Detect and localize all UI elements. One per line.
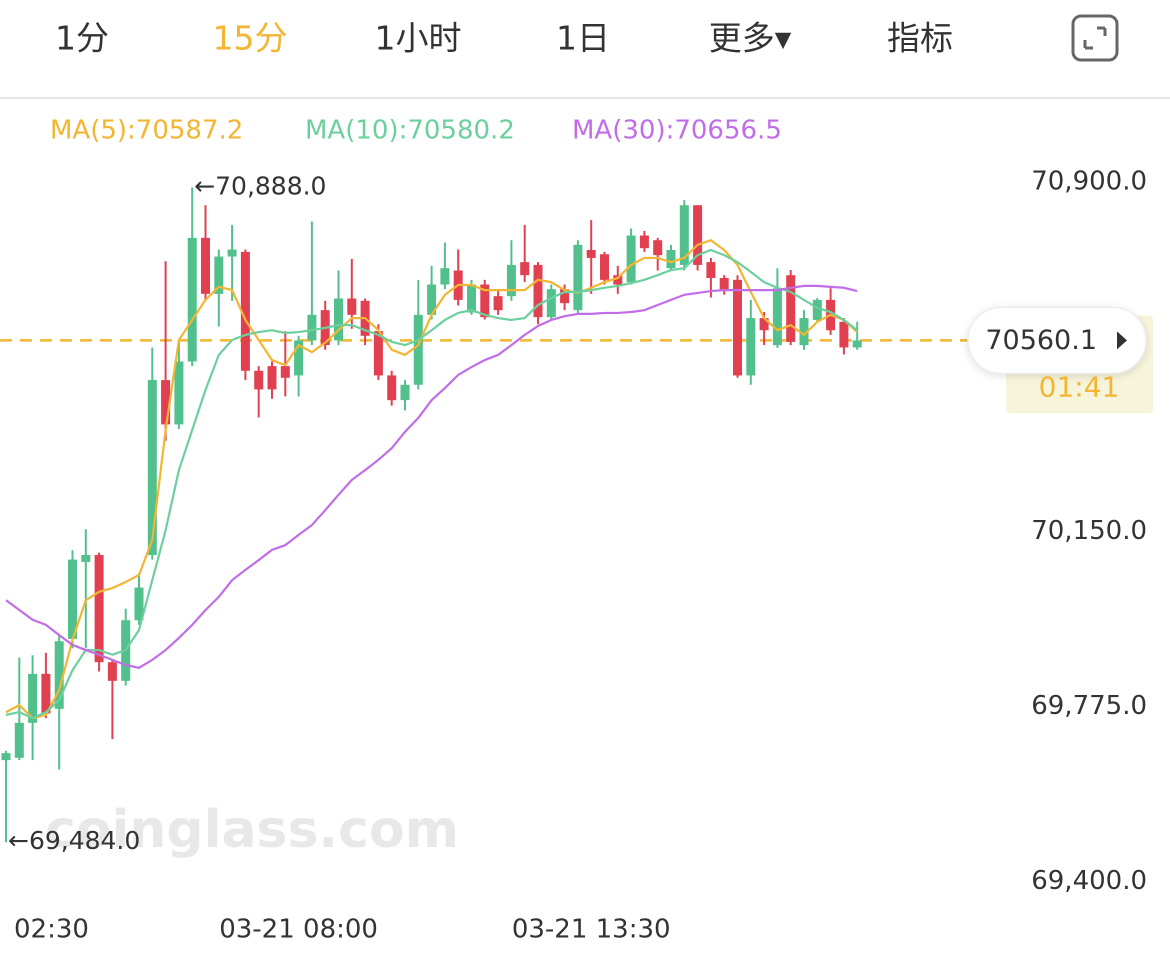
candle-body: [147, 380, 157, 555]
candle-body: [600, 254, 609, 280]
price-arrow: [1117, 331, 1127, 350]
candle-body: [613, 275, 623, 285]
candle-body: [187, 237, 197, 362]
candle-body: [653, 240, 663, 256]
tab[interactable]: 15分: [213, 19, 288, 58]
candle-body: [520, 262, 530, 276]
candle-body: [161, 380, 171, 425]
expand-frame: [1071, 14, 1119, 62]
legend-entry: MA(10):70580.2: [305, 116, 515, 146]
candle-body: [546, 289, 556, 318]
high-marker: ←70,888.0: [194, 172, 326, 201]
candle-body: [280, 366, 290, 378]
candle-body: [413, 314, 423, 385]
ma-line: [5, 284, 858, 669]
candle-body: [214, 256, 224, 294]
candle-body: [560, 289, 570, 304]
candle-body: [573, 244, 583, 311]
candle-body: [54, 641, 64, 709]
candle-body: [14, 722, 24, 758]
candle-body: [839, 321, 849, 348]
candle-body: [254, 370, 264, 390]
candle-body: [294, 340, 304, 376]
candle-body: [533, 264, 543, 318]
candle-body: [400, 384, 410, 401]
candle-body: [493, 296, 503, 311]
price-pill: [967, 306, 1147, 375]
candle-body: [28, 673, 38, 723]
countdown: 01:41: [1039, 370, 1120, 403]
tab[interactable]: 更多▾: [709, 19, 792, 58]
candle-body: [467, 284, 476, 313]
candle-body: [427, 284, 437, 315]
candle-body: [852, 340, 862, 348]
y-tick-label: 70,150.0: [1031, 516, 1147, 546]
candle-body: [94, 554, 104, 663]
candle-body: [586, 250, 596, 258]
candle-body: [812, 299, 822, 320]
candle-body: [174, 361, 184, 425]
ma-line: [5, 248, 858, 720]
candle-body: [373, 331, 383, 376]
candle-body: [693, 205, 703, 265]
current-price-label: 70560.1: [985, 325, 1097, 356]
candle-body: [1, 753, 11, 761]
y-tick-label: 70,900.0: [1031, 166, 1147, 196]
tab[interactable]: 1日: [556, 19, 610, 58]
candle-body: [706, 262, 716, 278]
x-tick-label: 03-21 08:00: [219, 915, 378, 945]
low-marker: ←69,484.0: [8, 826, 140, 855]
candle-body: [347, 298, 357, 315]
tab[interactable]: 1分: [55, 19, 109, 58]
y-tick-label: 69,400.0: [1031, 866, 1147, 896]
watermark: coinglass.com: [45, 800, 459, 860]
candle-body: [201, 237, 210, 294]
candle-body: [666, 250, 676, 269]
candle-body: [639, 235, 649, 249]
x-tick-label: 03-21 13:30: [512, 915, 671, 945]
candle-body: [334, 298, 343, 341]
candle-body: [759, 318, 769, 331]
candle-body: [626, 235, 636, 283]
expand-arrows: [1083, 26, 1107, 50]
legend-entry: MA(30):70656.5: [572, 116, 782, 146]
candle-body: [480, 284, 490, 318]
candle-body: [786, 275, 796, 342]
candle-body: [746, 318, 756, 376]
candle-body: [267, 366, 277, 390]
candle-body: [41, 673, 51, 714]
candle-body: [307, 314, 317, 341]
legend-entry: MA(5):70587.2: [50, 116, 243, 146]
candle-body: [134, 587, 144, 621]
candle-body: [506, 264, 516, 297]
tab[interactable]: 指标: [887, 19, 953, 58]
candle-body: [387, 375, 397, 401]
expand-icon[interactable]: [1071, 14, 1119, 62]
x-tick-label: 02:30: [14, 915, 89, 945]
candle-body: [733, 279, 742, 376]
candle-body: [81, 554, 91, 562]
candle-body: [68, 559, 77, 639]
y-tick-label: 69,775.0: [1031, 691, 1147, 721]
candle-body: [799, 318, 809, 346]
ma-line: [5, 238, 858, 720]
candle-body: [107, 662, 117, 681]
candle-body: [772, 288, 782, 346]
candle-body: [679, 205, 689, 265]
candle-body: [227, 249, 237, 257]
candle-body: [719, 277, 729, 291]
candle-body: [240, 251, 250, 371]
tab[interactable]: 1小时: [375, 19, 462, 58]
candle-body: [440, 268, 450, 285]
